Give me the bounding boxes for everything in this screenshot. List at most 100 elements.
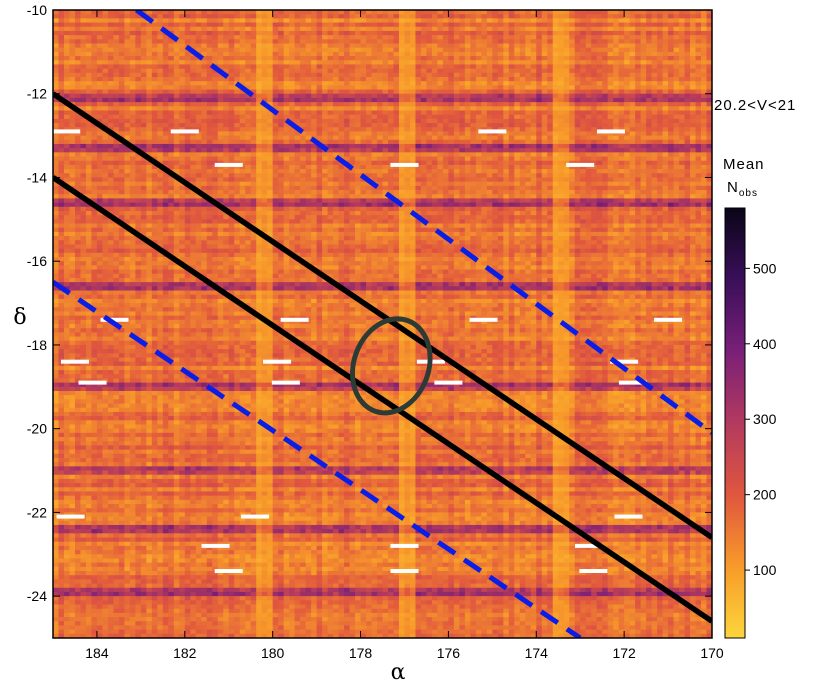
heatmap-cell [272,143,279,149]
heatmap-cell [431,68,438,74]
heatmap-cell [629,177,636,183]
heatmap-cell [107,14,114,19]
heatmap-cell [96,160,103,166]
heatmap-cell [547,68,554,74]
heatmap-cell [624,114,631,120]
heatmap-cell [102,139,109,145]
heatmap-cell [85,106,92,111]
heatmap-cell [217,10,224,15]
heatmap-cell [530,72,537,78]
heatmap-cell [459,43,466,49]
heatmap-cell [657,72,663,78]
heatmap-cell [558,89,565,95]
heatmap-cell [311,152,317,157]
heatmap-cell [228,148,235,153]
heatmap-cell [459,64,466,70]
heatmap-cell [234,14,241,19]
heatmap-cell [657,14,663,19]
heatmap-cell [409,30,416,36]
heatmap-cell [146,131,153,136]
heatmap-cell [426,26,433,32]
heatmap-cell [349,85,356,90]
heatmap-cell [377,93,383,99]
heatmap-cell [80,131,87,136]
heatmap-cell [558,102,565,107]
heatmap-cell [272,114,279,120]
heatmap-cell [574,85,581,90]
heatmap-cell [344,72,350,78]
heatmap-cell [635,35,642,40]
heatmap-cell [157,60,164,65]
heatmap-cell [267,93,274,99]
heatmap-cell [618,30,625,36]
heatmap-cell [470,131,477,136]
heatmap-cell [684,164,691,170]
heatmap-cell [107,30,114,36]
heatmap-cell [497,64,504,70]
heatmap-cell [91,139,98,145]
heatmap-cell [541,97,548,103]
heatmap-cell [393,18,400,23]
heatmap-cell [311,118,317,124]
heatmap-cell [228,177,235,183]
heatmap-cell [519,47,526,53]
heatmap-cell [349,97,356,103]
heatmap-cell [613,72,620,78]
heatmap-cell [91,18,98,23]
heatmap-cell [475,81,482,86]
heatmap-cell [80,68,87,74]
heatmap-cell [382,135,389,141]
heatmap-cell [278,56,285,61]
heatmap-cell [431,110,438,116]
heatmap-cell [541,160,548,166]
heatmap-cell [442,97,449,103]
heatmap-cell [217,30,224,36]
heatmap-cell [618,123,625,128]
heatmap-cell [701,152,707,157]
heatmap-cell [470,43,477,49]
heatmap-cell [536,114,543,120]
heatmap-cell [475,139,482,145]
heatmap-cell [530,39,537,44]
heatmap-cell [184,135,191,141]
heatmap-cell [146,97,153,103]
heatmap-cell [580,18,587,23]
heatmap-cell [629,156,636,162]
heatmap-cell [624,47,631,53]
heatmap-cell [492,47,499,53]
heatmap-cell [437,131,444,136]
heatmap-cell [91,106,98,111]
heatmap-cell [382,110,389,116]
heatmap-cell [679,72,685,78]
heatmap-cell [497,60,504,65]
heatmap-cell [338,43,345,49]
heatmap-cell [563,169,570,174]
heatmap-cell [470,26,477,32]
heatmap-cell [283,131,290,136]
heatmap-cell [223,110,230,116]
heatmap-cell [393,139,400,145]
heatmap-cell [129,164,136,170]
heatmap-cell [349,68,356,74]
heatmap-cell [404,156,411,162]
heatmap-cell [508,97,515,103]
heatmap-cell [135,56,142,61]
heatmap-cell [245,123,252,128]
heatmap-cell [118,64,125,70]
heatmap-cell [486,43,493,49]
heatmap-cell [684,127,691,132]
heatmap-cell [157,35,164,40]
heatmap-cell [431,97,438,103]
heatmap-cell [184,118,191,124]
heatmap-cell [684,85,691,90]
heatmap-cell [514,102,521,107]
heatmap-cell [63,177,70,183]
heatmap-cell [129,10,136,15]
heatmap-cell [300,72,307,78]
heatmap-cell [360,118,367,124]
heatmap-cell [640,156,647,162]
heatmap-cell [173,148,180,153]
heatmap-cell [256,43,263,49]
heatmap-cell [420,169,427,174]
heatmap-cell [530,10,537,15]
